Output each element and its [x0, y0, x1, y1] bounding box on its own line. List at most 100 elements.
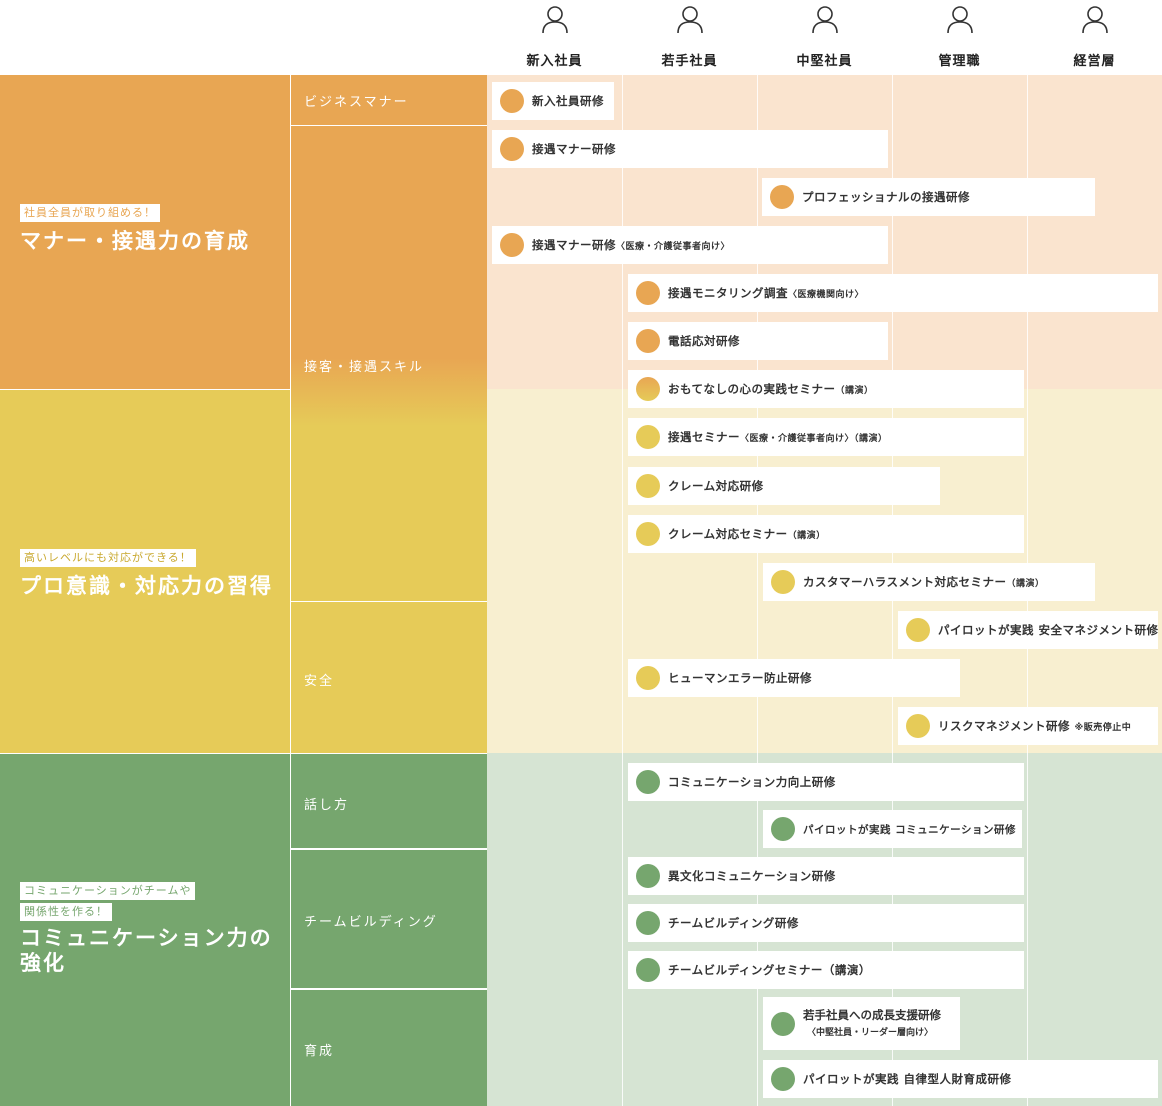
person-icon: [946, 6, 973, 34]
training-label: チームビルディングセミナー（講演）: [668, 963, 871, 977]
training-label: 接遇マナー研修: [532, 238, 616, 252]
circle-icon: [500, 233, 524, 257]
category-tag: 社員全員が取り組める！: [20, 204, 160, 222]
training-label: ヒューマンエラー防止研修: [668, 671, 812, 685]
circle-icon: [771, 1067, 795, 1091]
training-label: 接遇モニタリング調査: [668, 286, 788, 300]
column-divider: [622, 75, 623, 1106]
level-mid-employee: 中堅社員: [757, 0, 892, 75]
subcategory-speaking: 話し方: [291, 754, 487, 848]
level-label: 新入社員: [526, 54, 583, 69]
level-label: 経営層: [1073, 54, 1116, 69]
person-icon: [811, 6, 838, 34]
subcategory-business-manner: ビジネスマナー: [291, 75, 487, 125]
subcategory-development: 育成: [291, 990, 487, 1106]
training-label: おもてなしの心の実践セミナー: [668, 382, 836, 396]
training-item[interactable]: 若手社員への成長支援研修〈中堅社員・リーダー層向け〉: [763, 997, 960, 1050]
training-item[interactable]: チームビルディング研修: [628, 904, 1024, 942]
training-label: コミュニケーション力向上研修: [668, 775, 836, 789]
training-item[interactable]: パイロットが実践 コミュニケーション研修: [763, 810, 1022, 848]
training-label: カスタマーハラスメント対応セミナー: [803, 575, 1007, 589]
circle-icon: [636, 281, 660, 305]
training-label: クレーム対応研修: [668, 479, 764, 493]
training-label: 新入社員研修: [532, 94, 604, 108]
level-label: 中堅社員: [796, 54, 853, 69]
category-tag: 高いレベルにも対応ができる！: [20, 549, 196, 567]
subcategory-safety: 安全: [291, 602, 487, 753]
training-label: プロフェッショナルの接遇研修: [802, 190, 970, 204]
training-note: 〈医療・介護従事者向け〉: [616, 242, 731, 252]
circle-icon: [771, 570, 795, 594]
training-item[interactable]: コミュニケーション力向上研修: [628, 763, 1024, 801]
training-item[interactable]: クレーム対応セミナー（講演）: [628, 515, 1024, 553]
training-label: チームビルディング研修: [668, 916, 799, 930]
training-note: （講演）: [1006, 579, 1045, 589]
circle-icon: [636, 958, 660, 982]
level-label: 若手社員: [661, 54, 718, 69]
circle-icon: [771, 1011, 795, 1036]
training-item[interactable]: おもてなしの心の実践セミナー（講演）: [628, 370, 1024, 408]
circle-icon: [636, 666, 660, 690]
category-communication: コミュニケーションがチームや 関係性を作る！ コミュニケーション力の強化: [0, 754, 290, 1106]
training-label: パイロットが実践 自律型人財育成研修: [803, 1072, 1012, 1086]
category-manner: 社員全員が取り組める！ マナー・接遇力の育成: [0, 75, 290, 389]
circle-icon: [636, 522, 660, 546]
subcategory-customer-service: 接客・接遇スキル: [291, 126, 487, 601]
training-item[interactable]: パイロットが実践 自律型人財育成研修: [763, 1060, 1158, 1098]
training-item[interactable]: チームビルディングセミナー（講演）: [628, 951, 1024, 989]
training-label: 異文化コミュニケーション研修: [668, 869, 836, 883]
training-item[interactable]: リスクマネジメント研修 ※販売停止中: [898, 707, 1158, 745]
circle-icon: [770, 185, 794, 209]
circle-icon: [636, 377, 660, 401]
person-icon: [676, 6, 703, 34]
level-manager: 管理職: [892, 0, 1027, 75]
training-label: 若手社員への成長支援研修: [803, 1007, 941, 1022]
level-young-employee: 若手社員: [622, 0, 757, 75]
training-item[interactable]: 電話応対研修: [628, 322, 888, 360]
subcategory-team-building: チームビルディング: [291, 850, 487, 988]
training-note: 〈医療機関向け〉: [788, 290, 865, 300]
training-item[interactable]: 接遇マナー研修〈医療・介護従事者向け〉: [492, 226, 888, 264]
category-title: プロ意識・対応力の習得: [20, 574, 273, 598]
circle-icon: [906, 714, 930, 738]
training-item[interactable]: 接遇マナー研修: [492, 130, 888, 168]
circle-icon: [500, 89, 524, 113]
circle-icon: [636, 474, 660, 498]
training-item[interactable]: 接遇モニタリング調査〈医療機関向け〉: [628, 274, 1158, 312]
training-item[interactable]: クレーム対応研修: [628, 467, 940, 505]
circle-icon: [636, 770, 660, 794]
level-label: 管理職: [938, 54, 981, 69]
training-note: 〈中堅社員・リーダー層向け〉: [807, 1027, 934, 1038]
circle-icon: [500, 137, 524, 161]
training-item[interactable]: 接遇セミナー〈医療・介護従事者向け〉（講演）: [628, 418, 1024, 456]
circle-icon: [906, 618, 930, 642]
training-note: ※販売停止中: [1074, 723, 1132, 733]
training-item[interactable]: ヒューマンエラー防止研修: [628, 659, 960, 697]
category-tag: 関係性を作る！: [20, 903, 112, 921]
person-icon: [1081, 6, 1108, 34]
level-new-employee: 新入社員: [487, 0, 622, 75]
circle-icon: [636, 329, 660, 353]
training-item[interactable]: プロフェッショナルの接遇研修: [762, 178, 1095, 216]
training-label: クレーム対応セミナー: [668, 527, 788, 541]
category-title: コミュニケーション力の強化: [20, 926, 273, 975]
circle-icon: [771, 817, 795, 841]
training-item[interactable]: パイロットが実践 安全マネジメント研修: [898, 611, 1158, 649]
training-item[interactable]: カスタマーハラスメント対応セミナー（講演）: [763, 563, 1095, 601]
circle-icon: [636, 911, 660, 935]
level-executive: 経営層: [1027, 0, 1162, 75]
circle-icon: [636, 864, 660, 888]
training-item[interactable]: 異文化コミュニケーション研修: [628, 857, 1024, 895]
training-item[interactable]: 新入社員研修: [492, 82, 614, 120]
category-professional: 高いレベルにも対応ができる！ プロ意識・対応力の習得: [0, 390, 290, 753]
category-tag: コミュニケーションがチームや: [20, 882, 196, 900]
category-title: マナー・接遇力の育成: [20, 229, 250, 253]
column-divider: [757, 75, 758, 1106]
person-icon: [541, 6, 568, 34]
training-label: パイロットが実践 コミュニケーション研修: [803, 823, 1016, 836]
circle-icon: [636, 425, 660, 449]
training-label: パイロットが実践 安全マネジメント研修: [938, 623, 1159, 637]
training-note: 〈医療・介護従事者向け〉（講演）: [740, 434, 888, 444]
training-note: （講演）: [835, 386, 874, 396]
training-label: 電話応対研修: [668, 334, 740, 348]
